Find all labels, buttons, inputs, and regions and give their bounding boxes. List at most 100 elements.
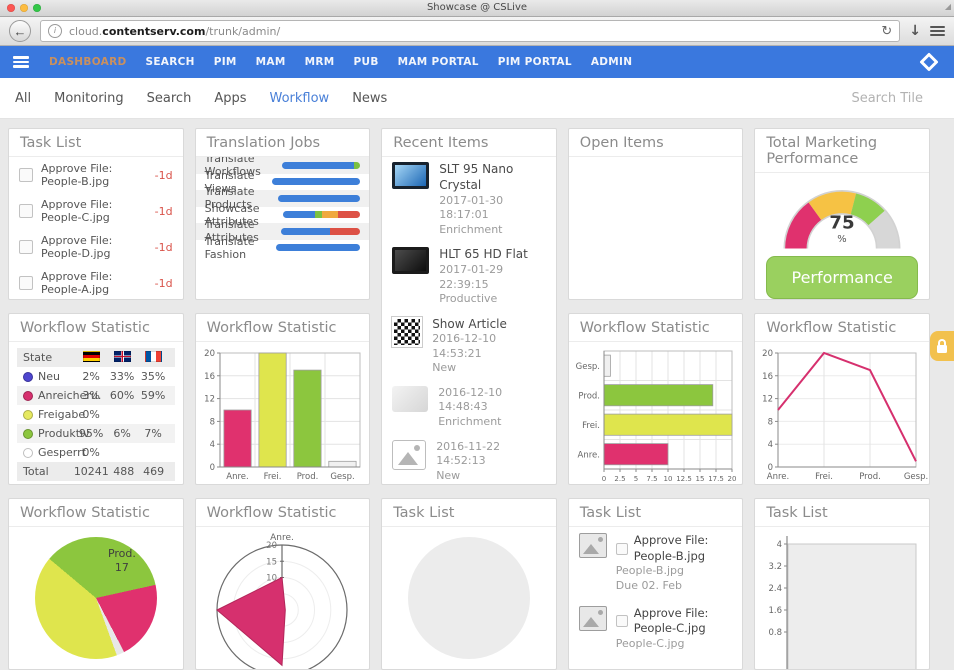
nav-menu: DASHBOARD SEARCH PIM MAM MRM PUB MAM POR… [49,56,897,68]
svg-text:20: 20 [762,349,773,359]
flag-germany-icon [76,350,107,365]
task-row[interactable]: Approve File: People-A.jpg -1d [9,265,183,299]
filter-item-monitoring[interactable]: Monitoring [54,90,124,106]
filter-item-news[interactable]: News [352,90,388,106]
tile-search-input[interactable]: Search Tile [851,90,923,106]
window-close-button[interactable] [7,4,15,12]
task-row[interactable]: Approve File: People-B.jpg -1d [9,157,183,193]
nav-item-dashboard[interactable]: DASHBOARD [49,56,127,68]
filter-item-workflow[interactable]: Workflow [269,90,330,106]
nav-item-pub[interactable]: PUB [353,56,379,68]
task-checkbox[interactable] [615,542,628,555]
svg-text:1.6: 1.6 [769,606,783,616]
filter-item-apps[interactable]: Apps [214,90,247,106]
task-checkbox[interactable] [19,204,33,218]
nav-item-search[interactable]: SEARCH [145,56,195,68]
task-row[interactable]: Approve File: People-C.jpg People-C.jpg [569,600,743,658]
state-value-en: 6% [113,427,131,440]
window-controls [7,4,41,12]
svg-text:Frei.: Frei. [264,472,282,482]
tile-title: Task List [755,499,929,527]
window-minimize-button[interactable] [20,4,28,12]
nav-hamburger-icon[interactable] [13,56,29,68]
task-checkbox[interactable] [19,168,33,182]
task-row[interactable]: Approve File: People-B.jpg People-B.jpg … [569,527,743,600]
state-color-dot [23,447,33,458]
state-label: Freigabe [38,408,86,421]
performance-button[interactable]: Performance [766,255,919,299]
recent-item-row[interactable]: SLT 95 Nano Crystal 2017-01-30 18:17:01 … [382,157,556,242]
svg-text:Prod.: Prod. [578,391,600,401]
translation-job-row[interactable]: Translate Workflows [195,157,370,178]
nav-item-mrm[interactable]: MRM [304,56,335,68]
workflow-table: State Neu 2% 33% [9,342,183,484]
back-button[interactable]: ← [9,20,31,42]
lock-icon [938,339,946,345]
nav-item-mam-portal[interactable]: MAM PORTAL [397,56,479,68]
tile-title: Workflow Statistic [9,314,183,342]
nav-item-admin[interactable]: ADMIN [590,56,633,68]
flag-great-britain-icon [107,350,138,365]
browser-menu-icon[interactable] [930,26,945,36]
task-checkbox[interactable] [19,276,33,290]
translation-job-row[interactable]: Translate Products [195,185,370,211]
recent-item-status: New [436,468,461,482]
workflow-table-row[interactable]: Neu 2% 33% 35% [17,367,175,386]
task-checkbox[interactable] [19,240,33,254]
translation-job-row[interactable]: Translate Fashion [196,235,370,261]
tile-translation-jobs: Translation Jobs Translate Workflows Tra… [194,128,371,300]
total-value-en: 488 [113,465,135,478]
recent-item-row[interactable]: Show Article 2016-12-10 14:53:21 New [382,312,556,381]
task-checkbox[interactable] [615,615,628,628]
svg-text:16: 16 [205,372,216,382]
workflow-table-row[interactable]: Freigabe 0% [17,405,175,424]
state-value-fr: 7% [144,427,162,440]
workflow-radar-chart: 5101520Anre. [196,527,370,669]
recent-item-thumbnail [392,162,430,189]
recent-item-meta: HLT 65 HD Flat 2017-01-29 22:39:15 Produ… [439,247,546,306]
total-label: Total [23,465,49,478]
task-row[interactable]: Approve File: People-D.jpg -1d [9,229,183,265]
recent-item-row[interactable]: 2016-12-10 14:48:43 Enrichment [382,381,556,435]
nav-item-mam[interactable]: MAM [255,56,286,68]
state-label: Produktiv [38,427,90,440]
workflow-table-row[interactable]: Gesperrt 0% [17,443,175,462]
tile-title: Workflow Statistic [568,314,743,342]
translation-job-row[interactable]: Translate Views [196,169,370,195]
recent-item-row[interactable]: HLT 65 HD Flat 2017-01-29 22:39:15 Produ… [382,242,556,311]
state-value-fr: 59% [140,389,166,402]
lock-button[interactable] [930,331,954,361]
task-row[interactable]: Approve File: People-C.jpg -1d [9,193,183,229]
svg-text:0: 0 [601,475,605,483]
pie-slice-label: Prod. 17 [107,547,136,574]
svg-text:4: 4 [768,440,773,450]
translation-job-row[interactable]: Showcase Attributes [196,202,370,228]
tile-workflow-statistic-pie: Workflow Statistic Prod. 17 [8,498,184,670]
window-zoom-button[interactable] [33,4,41,12]
window-resize-icon: ◢ [944,2,951,11]
recent-item-status: Enrichment [438,414,502,428]
tile-title: Task List [382,499,556,527]
workflow-table-row[interactable]: Anreicheru. 3% 60% 59% [17,386,175,405]
workflow-pie-chart: Prod. 17 [9,527,183,669]
reload-icon[interactable]: ↻ [881,23,893,39]
nav-item-pim-portal[interactable]: PIM PORTAL [497,56,572,68]
recent-item-row[interactable]: 2016-11-22 14:52:13 New [382,435,556,485]
download-icon[interactable]: ↓ [909,23,921,39]
recent-item-thumbnail [392,439,427,470]
task-list-area-chart: 4 3.2 2.4 1.6 0.8 [755,527,929,669]
filter-item-all[interactable]: All [15,90,32,106]
info-icon[interactable]: i [48,24,62,38]
address-bar[interactable]: i cloud.contentserv.com/trunk/admin/ ↻ [40,20,901,42]
tile-title: Total Marketing Performance [755,129,929,173]
workflow-table-row[interactable]: Produktiv 95% 6% 7% [17,424,175,443]
svg-text:12: 12 [205,395,216,405]
svg-text:2.4: 2.4 [769,584,783,594]
url-text: cloud.contentserv.com/trunk/admin/ [69,24,281,38]
tile-workflow-statistic-barh: Workflow Statistic Gesp. Prod. Frei. Anre. 0… [567,313,744,485]
svg-text:3.2: 3.2 [769,562,783,572]
filter-item-search[interactable]: Search [146,90,192,106]
recent-item-meta: 2016-12-10 14:48:43 Enrichment [438,386,546,430]
translation-job-row[interactable]: Translate Attributes [195,218,370,244]
nav-item-pim[interactable]: PIM [213,56,237,68]
